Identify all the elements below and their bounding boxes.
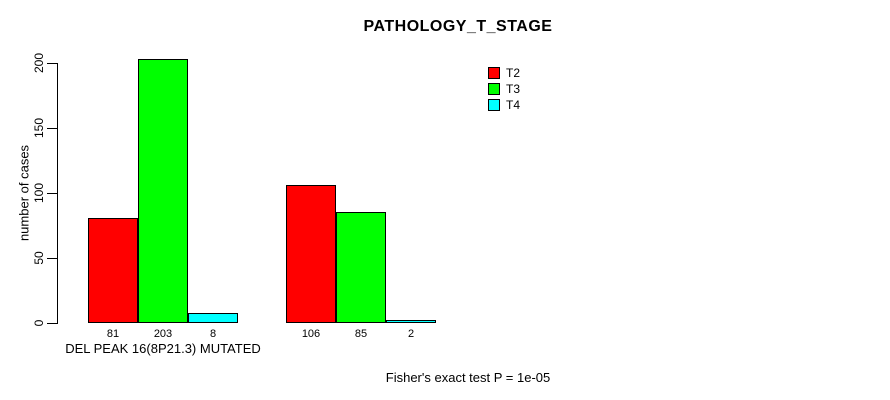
legend-swatch-icon bbox=[488, 66, 500, 79]
bar-value-label: 81 bbox=[106, 328, 120, 340]
y-axis-label: number of cases bbox=[16, 144, 32, 242]
y-tick-label: 200 bbox=[32, 52, 46, 74]
y-tick-label: 50 bbox=[32, 251, 46, 265]
fisher-test-note: Fisher's exact test P = 1e-05 bbox=[385, 370, 551, 385]
x-group-label: DEL PEAK 16(8P21.3) MUTATED bbox=[65, 341, 261, 356]
chart-title: PATHOLOGY_T_STAGE bbox=[363, 18, 553, 35]
y-tick-label: 100 bbox=[32, 182, 46, 204]
legend-row-t3: T3 bbox=[488, 81, 520, 96]
legend-row-t4: T4 bbox=[488, 97, 520, 112]
bar-value-label: 106 bbox=[301, 328, 321, 340]
legend-label: T2 bbox=[506, 65, 521, 80]
legend-label: T4 bbox=[506, 97, 521, 112]
y-tick-mark bbox=[47, 193, 57, 194]
legend-row-t2: T2 bbox=[488, 65, 520, 80]
y-tick-mark bbox=[47, 63, 57, 64]
bar-t4-group2 bbox=[386, 320, 436, 323]
bar-value-label: 203 bbox=[153, 328, 173, 340]
legend-label: T3 bbox=[506, 81, 521, 96]
bar-t3-group2 bbox=[336, 212, 386, 323]
bar-t2-group1 bbox=[88, 218, 138, 323]
bar-value-label: 2 bbox=[407, 328, 415, 340]
bar-t2-group2 bbox=[286, 185, 336, 323]
bar-t3-group1 bbox=[138, 59, 188, 323]
bar-value-label: 8 bbox=[209, 328, 217, 340]
y-tick-label: 0 bbox=[32, 319, 46, 327]
bar-t4-group1 bbox=[188, 313, 238, 323]
y-tick-label: 150 bbox=[32, 117, 46, 139]
y-tick-mark bbox=[47, 128, 57, 129]
legend: T2 T3 T4 bbox=[488, 65, 520, 113]
y-tick-mark bbox=[47, 323, 57, 324]
y-axis-line bbox=[57, 63, 58, 324]
legend-swatch-icon bbox=[488, 82, 500, 95]
y-tick-mark bbox=[47, 258, 57, 259]
bar-value-label: 85 bbox=[354, 328, 368, 340]
legend-swatch-icon bbox=[488, 98, 500, 111]
